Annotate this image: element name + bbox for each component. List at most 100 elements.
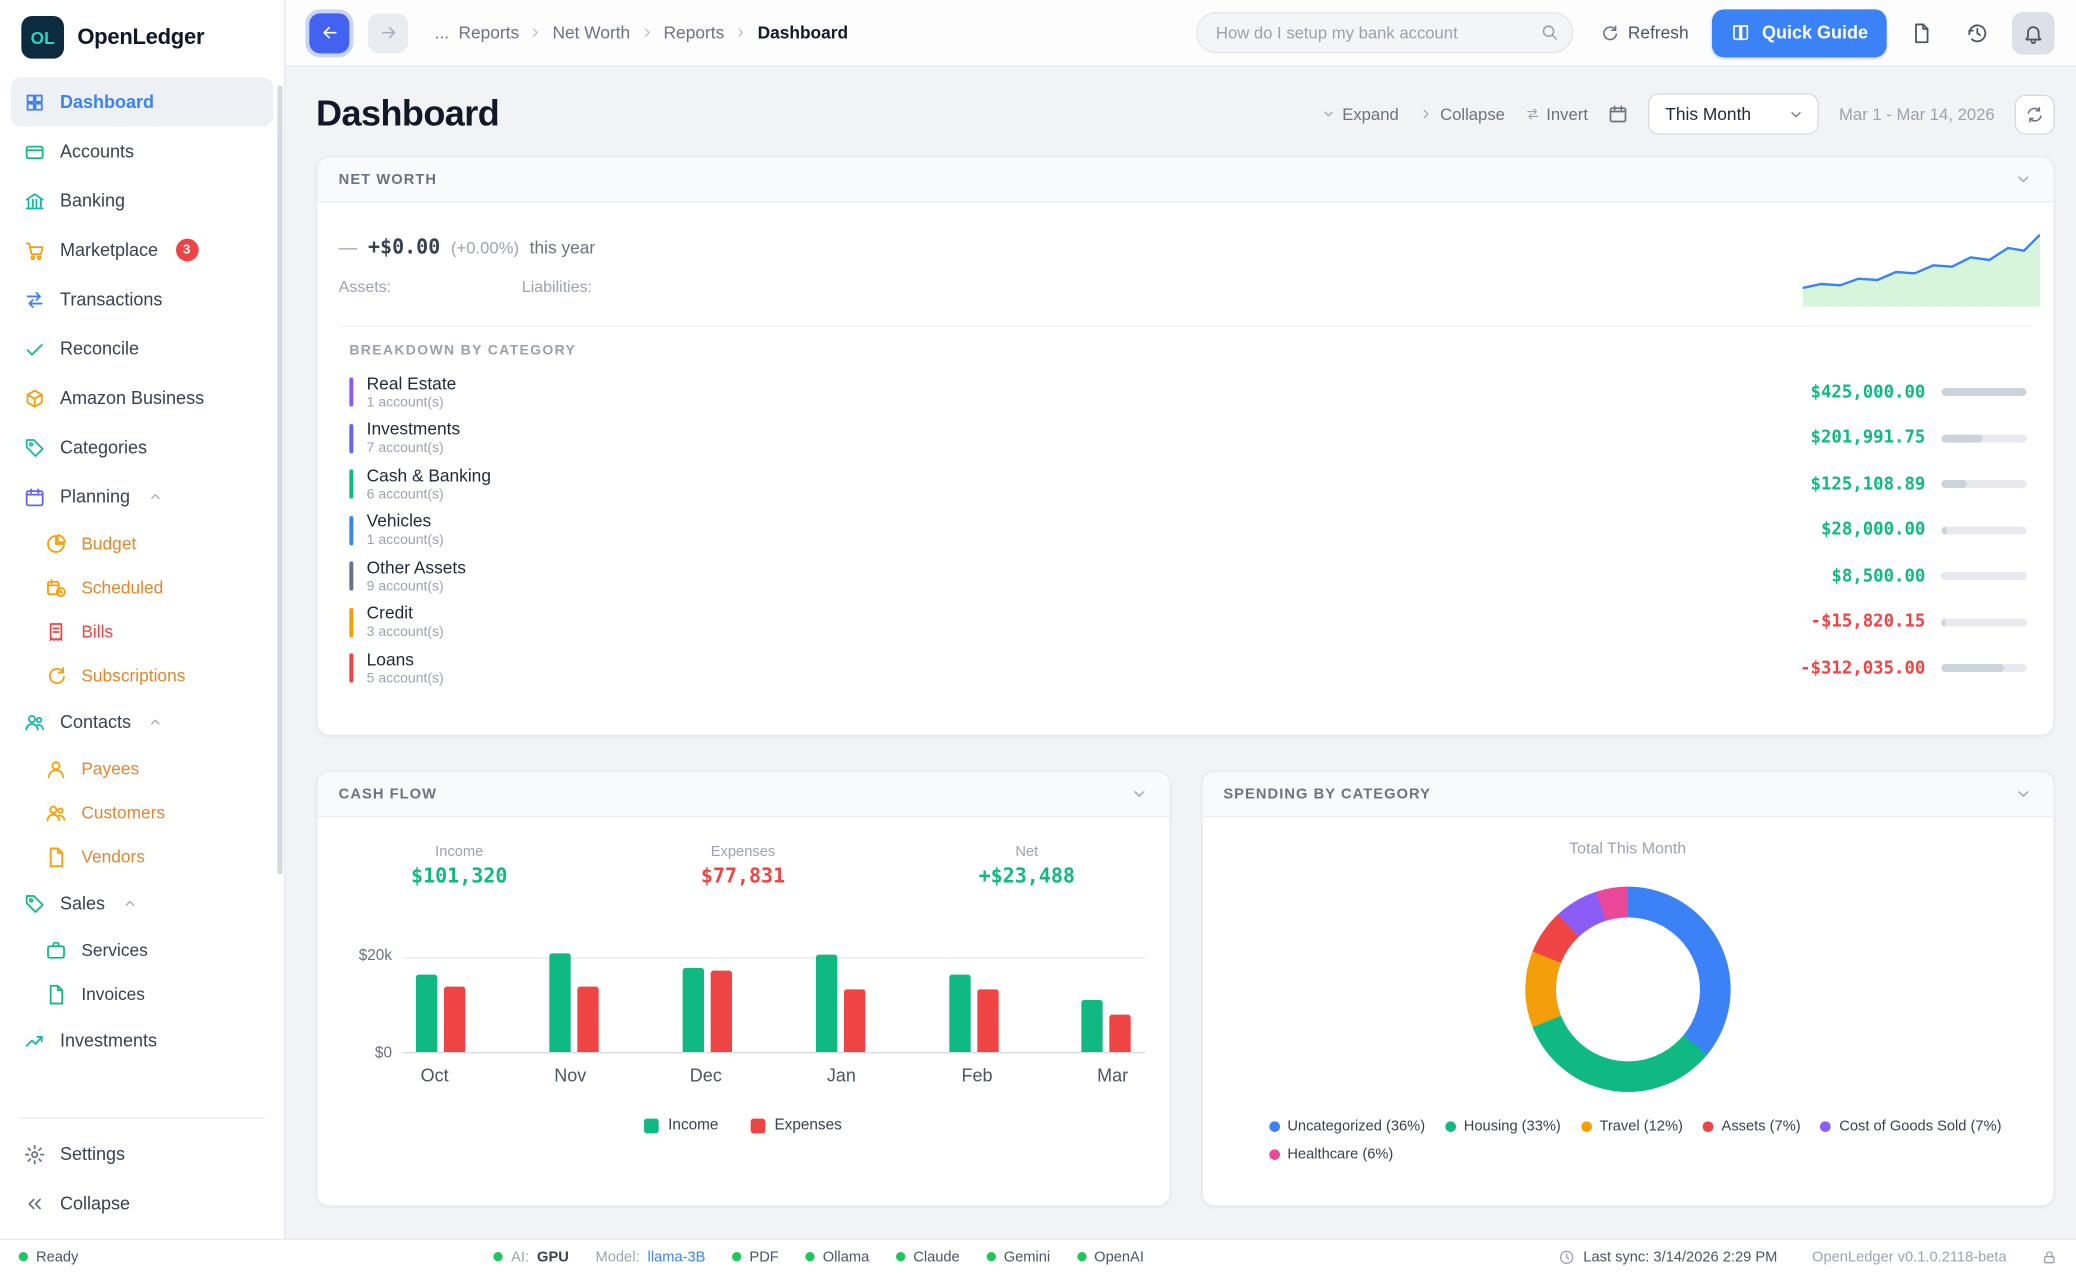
category-color-bar [349, 608, 353, 637]
chevron-down-icon[interactable] [2015, 785, 2032, 802]
income-bar[interactable] [1082, 1000, 1103, 1052]
ready-status: Ready [19, 1249, 79, 1265]
income-bar[interactable] [949, 974, 970, 1052]
category-row-investments[interactable]: Investments 7 account(s) $201,991.75 [339, 415, 2032, 461]
income-bar[interactable] [416, 975, 437, 1052]
expense-bar[interactable] [1110, 1015, 1131, 1052]
quick-guide-button[interactable]: Quick Guide [1713, 9, 1887, 57]
income-bar[interactable] [549, 954, 570, 1052]
history-button[interactable] [1956, 11, 1999, 54]
income-bar[interactable] [816, 955, 837, 1052]
sidebar-item-customers[interactable]: Customers [11, 791, 274, 835]
category-row-other-assets[interactable]: Other Assets 9 account(s) $8,500.00 [339, 553, 2032, 599]
category-progress-track [1941, 618, 2026, 626]
expense-bar[interactable] [844, 989, 865, 1052]
breadcrumb-ellipsis[interactable]: ... [435, 23, 449, 43]
net-worth-header[interactable]: NET WORTH [317, 157, 2053, 202]
income-bar[interactable] [682, 967, 703, 1052]
refresh-data-button[interactable] [2015, 94, 2055, 134]
expand-all-button[interactable]: Expand [1321, 105, 1399, 124]
collapse-all-button[interactable]: Collapse [1419, 105, 1505, 124]
sidebar-collapse-button[interactable]: Collapse [11, 1179, 274, 1228]
expense-bar[interactable] [444, 987, 465, 1052]
spending-donut[interactable] [1525, 887, 1730, 1092]
sidebar-item-marketplace[interactable]: Marketplace 3 [11, 225, 274, 274]
legend-label: Cost of Goods Sold (7%) [1839, 1119, 2001, 1135]
chevron-down-icon[interactable] [2015, 171, 2032, 188]
breadcrumb-current: Dashboard [758, 23, 849, 43]
cash-flow-title: CASH FLOW [339, 786, 437, 802]
expense-bar[interactable] [977, 990, 998, 1052]
sidebar-item-label: Payees [81, 759, 139, 779]
calendar-button[interactable] [1608, 104, 1628, 124]
box-icon [24, 387, 45, 408]
category-name: Vehicles [367, 512, 444, 532]
pie-icon [45, 533, 66, 554]
sidebar-item-reconcile[interactable]: Reconcile [11, 324, 274, 373]
invert-button[interactable]: Invert [1525, 105, 1588, 124]
expense-bar[interactable] [577, 987, 598, 1052]
sidebar-item-categories[interactable]: Categories [11, 423, 274, 472]
chevron-right-icon [640, 25, 655, 40]
service-label: Gemini [1004, 1249, 1050, 1265]
search-input[interactable] [1196, 12, 1573, 53]
breadcrumb: ... Reports Net Worth Reports Dashboard [435, 23, 848, 43]
sidebar-item-transactions[interactable]: Transactions [11, 275, 274, 324]
category-row-cash-banking[interactable]: Cash & Banking 6 account(s) $125,108.89 [339, 461, 2032, 507]
chevron-down-icon[interactable] [1130, 785, 1147, 802]
sidebar-item-payees[interactable]: Payees [11, 747, 274, 791]
expenses-swatch [750, 1118, 765, 1133]
breakdown-title: BREAKDOWN BY CATEGORY [339, 343, 2032, 359]
sidebar-item-bills[interactable]: Bills [11, 609, 274, 653]
breadcrumb-item[interactable]: Net Worth [552, 23, 630, 43]
sidebar-group-contacts[interactable]: Contacts [11, 697, 274, 746]
search-box [1196, 12, 1573, 53]
user-icon [45, 758, 66, 779]
sidebar-item-accounts[interactable]: Accounts [11, 127, 274, 176]
sidebar-item-investments[interactable]: Investments [11, 1016, 274, 1065]
sidebar-group-sales[interactable]: Sales [11, 879, 274, 928]
sidebar-group-planning[interactable]: Planning [11, 472, 274, 521]
period-select[interactable]: This Month [1648, 93, 1819, 134]
back-button[interactable] [309, 13, 349, 53]
sidebar-item-vendors[interactable]: Vendors [11, 835, 274, 879]
check-icon [24, 338, 45, 359]
refresh-button[interactable]: Refresh [1600, 23, 1689, 43]
sidebar-item-dashboard[interactable]: Dashboard [11, 77, 274, 126]
category-color-bar [349, 654, 353, 683]
sidebar-scrollbar[interactable] [277, 85, 282, 874]
expense-bar[interactable] [710, 971, 731, 1052]
category-row-real-estate[interactable]: Real Estate 1 account(s) $425,000.00 [339, 369, 2032, 415]
sidebar-item-banking[interactable]: Banking [11, 176, 274, 225]
breadcrumb-item[interactable]: Reports [458, 23, 519, 43]
model-value[interactable]: llama-3B [648, 1249, 706, 1265]
forward-button[interactable] [368, 13, 408, 53]
breadcrumb-item[interactable]: Reports [664, 23, 725, 43]
sidebar-item-settings[interactable]: Settings [11, 1129, 274, 1178]
model-label: Model: [596, 1249, 640, 1265]
category-row-loans[interactable]: Loans 5 account(s) -$312,035.00 [339, 645, 2032, 691]
cash-flow-header[interactable]: CASH FLOW [317, 772, 1168, 817]
chevron-up-icon [147, 489, 162, 504]
notifications-button[interactable] [2012, 11, 2055, 54]
sidebar-item-services[interactable]: Services [11, 928, 274, 972]
arrow-right-icon [378, 23, 398, 43]
divider [19, 1117, 266, 1118]
sidebar-item-budget[interactable]: Budget [11, 521, 274, 565]
category-row-vehicles[interactable]: Vehicles 1 account(s) $28,000.00 [339, 507, 2032, 553]
app-logo: OL [21, 16, 64, 59]
sidebar-item-amazon-business[interactable]: Amazon Business [11, 373, 274, 422]
sidebar-item-invoices[interactable]: Invoices [11, 972, 274, 1016]
spending-header[interactable]: SPENDING BY CATEGORY [1202, 772, 2053, 817]
sidebar-item-scheduled[interactable]: Scheduled [11, 565, 274, 609]
x-axis-label: Oct [403, 1065, 467, 1085]
tag-icon [24, 893, 45, 914]
category-name: Loans [367, 650, 444, 670]
file-button[interactable] [1900, 11, 1943, 54]
category-row-credit[interactable]: Credit 3 account(s) -$15,820.15 [339, 599, 2032, 645]
sidebar-item-subscriptions[interactable]: Subscriptions [11, 653, 274, 697]
chevron-up-icon [148, 715, 163, 730]
legend-label: Travel (12%) [1599, 1119, 1682, 1135]
bank-icon [24, 190, 45, 211]
sidebar-bottom: Settings Collapse [0, 1107, 284, 1239]
